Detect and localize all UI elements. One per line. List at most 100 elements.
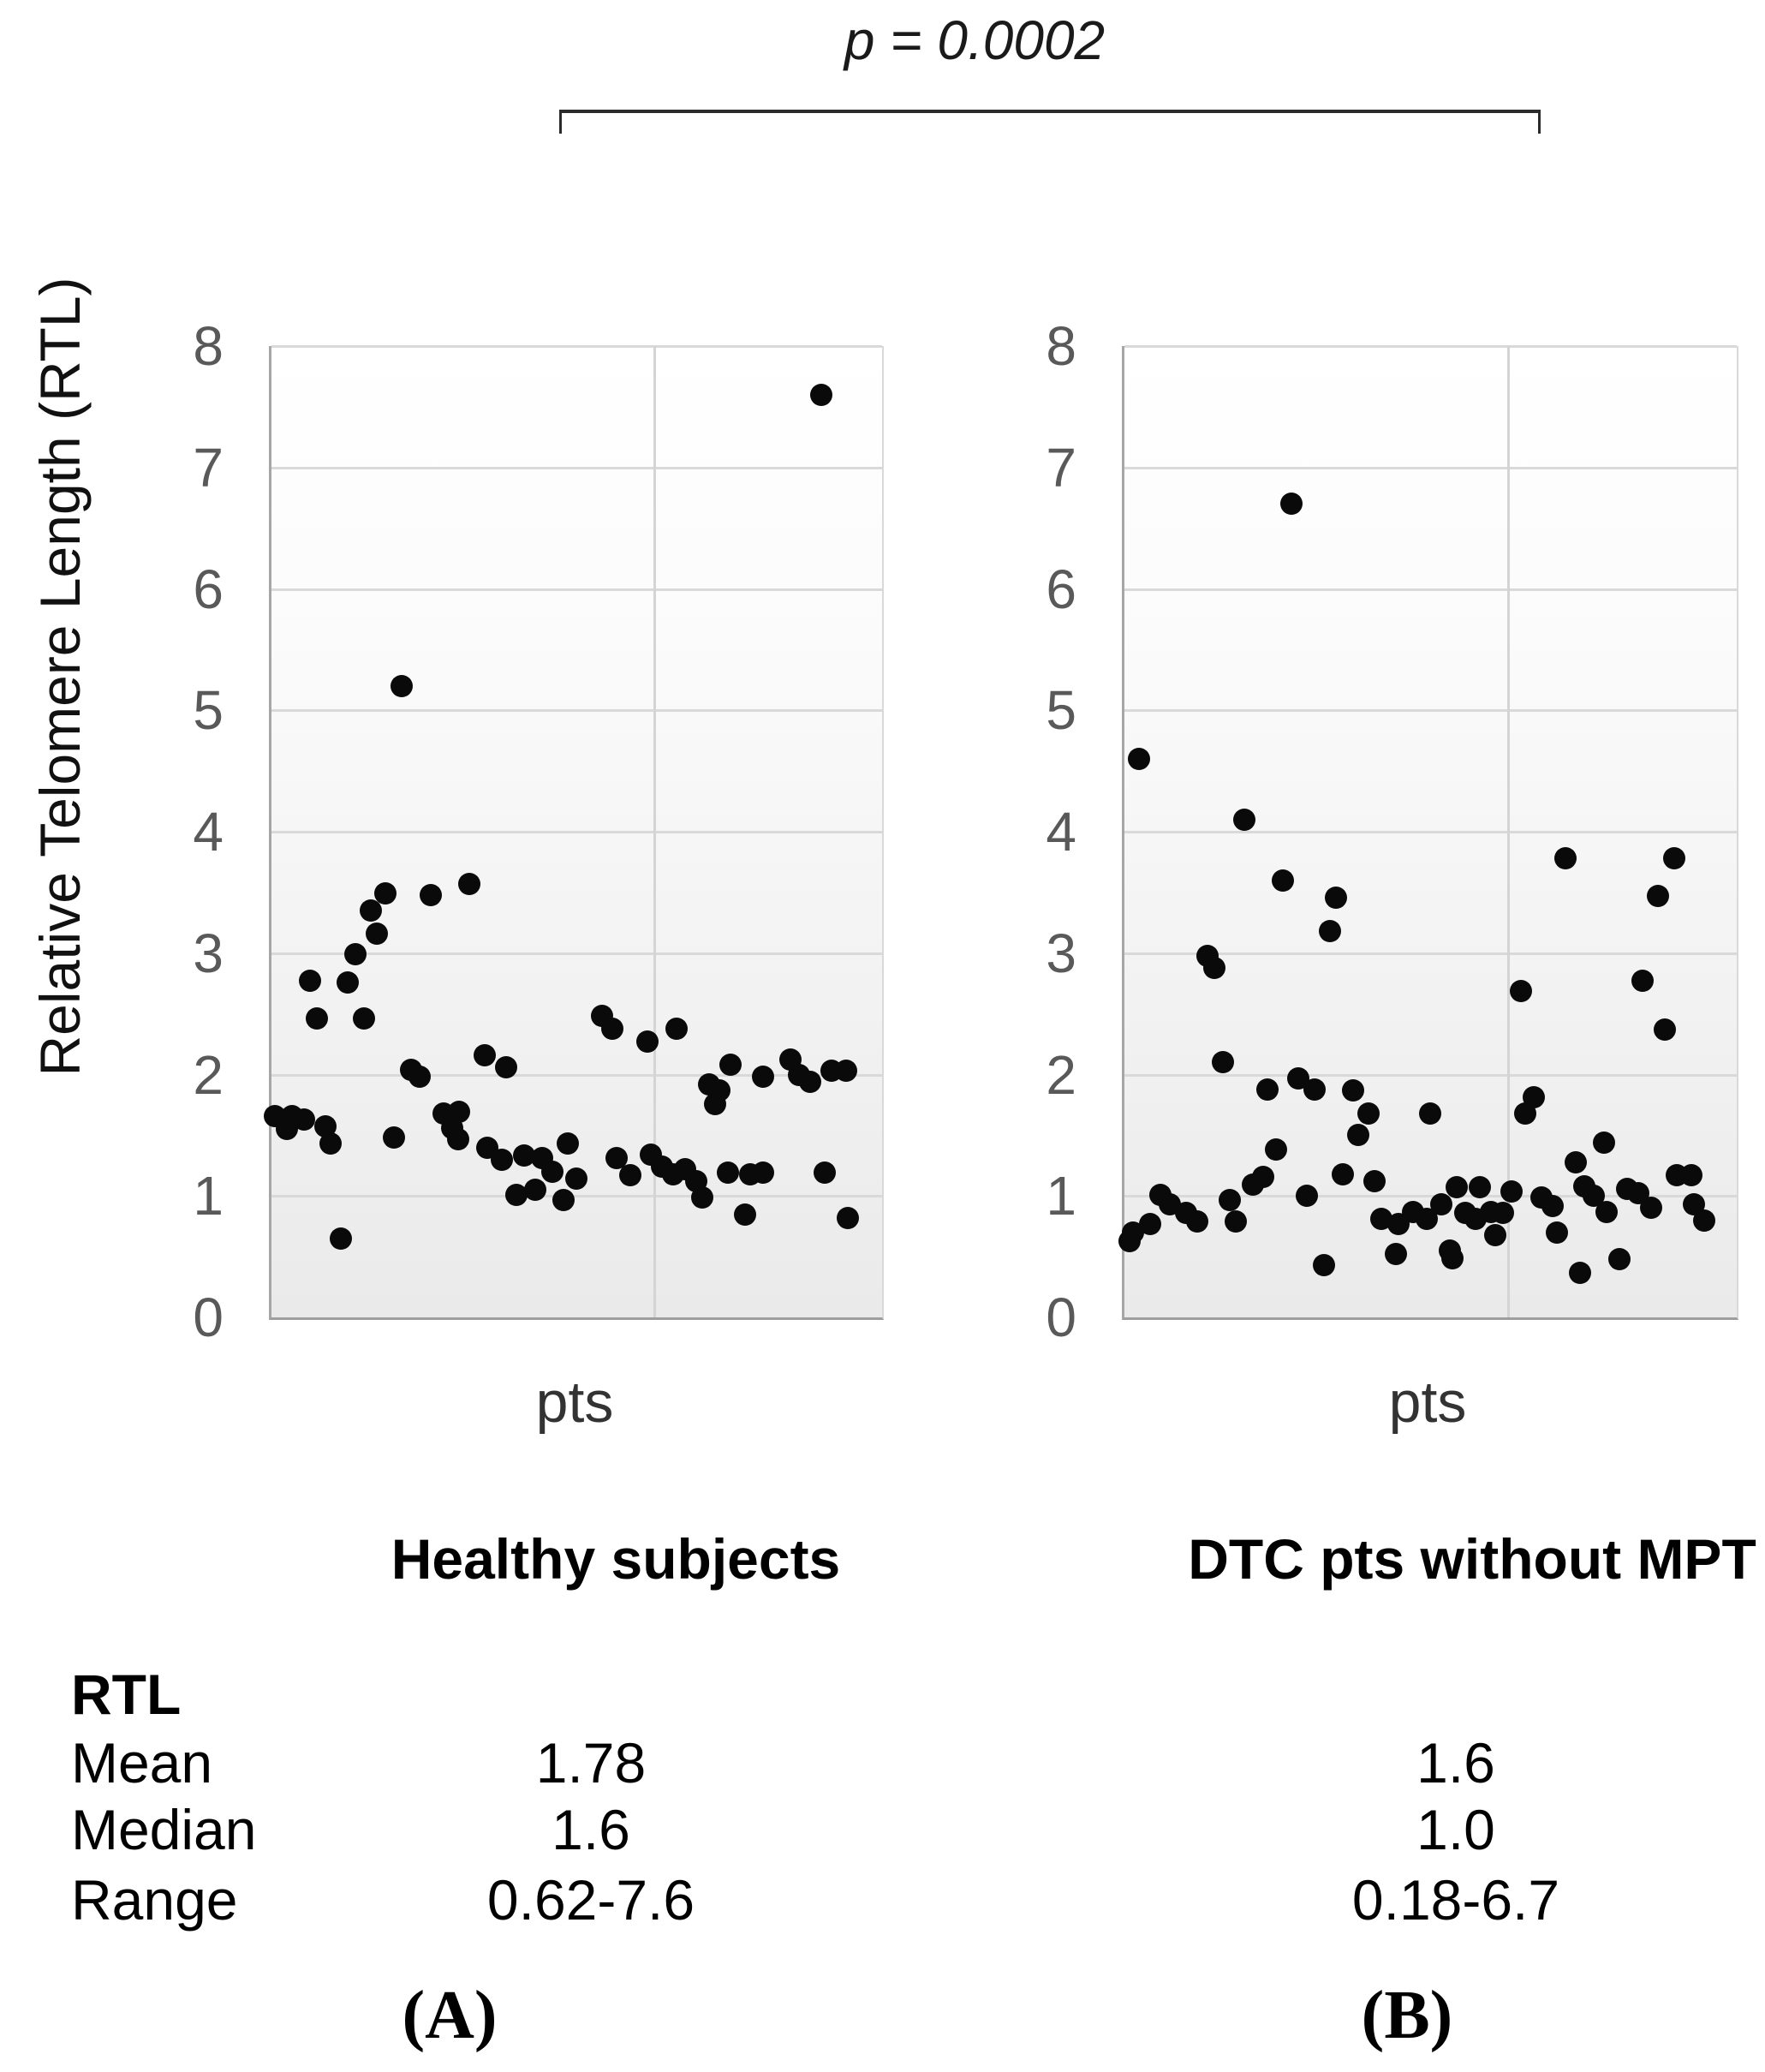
data-point xyxy=(390,674,413,697)
data-point xyxy=(1128,747,1151,770)
stats-row-median-label: Median xyxy=(71,1798,257,1861)
data-point xyxy=(1347,1124,1370,1147)
stats-range-b: 0.18-6.7 xyxy=(1351,1868,1560,1932)
y-tick-label: 4 xyxy=(1046,801,1076,863)
data-point xyxy=(447,1127,470,1150)
v-gridline xyxy=(1506,346,1510,1317)
data-point xyxy=(1324,886,1347,909)
data-point xyxy=(1429,1193,1452,1216)
data-point xyxy=(1680,1164,1703,1187)
data-point xyxy=(552,1188,575,1211)
y-tick-label: 5 xyxy=(1046,679,1076,742)
h-gridline xyxy=(1124,466,1737,469)
data-point xyxy=(1118,1229,1141,1252)
data-point xyxy=(1446,1176,1469,1199)
data-point xyxy=(494,1055,517,1078)
panel-a-plot: 0 1 2 3 4 5 6 7 8 xyxy=(193,315,884,1348)
h-gridline xyxy=(1124,1073,1737,1077)
stats-row-range-label: Range xyxy=(71,1868,238,1932)
data-point xyxy=(751,1066,774,1089)
y-tick-label: 8 xyxy=(193,315,224,377)
h-gridline xyxy=(271,345,882,348)
data-point xyxy=(275,1118,298,1141)
data-point xyxy=(798,1071,821,1093)
data-point xyxy=(1592,1131,1615,1154)
data-point xyxy=(383,1126,406,1149)
data-point xyxy=(1654,1018,1677,1042)
data-point xyxy=(665,1017,688,1040)
panel-a-letter: (A) xyxy=(402,1978,498,2053)
y-tick-label: 4 xyxy=(193,801,224,863)
data-point xyxy=(719,1054,742,1077)
data-point xyxy=(1256,1078,1279,1101)
y-tick-label: 0 xyxy=(193,1287,224,1348)
y-tick-label: 3 xyxy=(1046,922,1076,984)
data-point xyxy=(1225,1210,1248,1233)
data-point xyxy=(1541,1194,1564,1217)
data-point xyxy=(458,872,480,895)
data-point xyxy=(837,1206,860,1229)
stats-range-a: 0.62-7.6 xyxy=(486,1868,695,1932)
h-gridline xyxy=(271,952,882,955)
data-point xyxy=(1693,1209,1716,1232)
data-point xyxy=(408,1066,432,1089)
data-point xyxy=(1233,808,1256,831)
data-point xyxy=(704,1092,727,1115)
data-point xyxy=(1639,1197,1662,1220)
panel-a-x-label: pts xyxy=(535,1370,614,1435)
data-point xyxy=(1265,1138,1288,1161)
data-point xyxy=(1545,1221,1568,1244)
data-point xyxy=(834,1060,857,1083)
data-point xyxy=(343,943,367,966)
data-point xyxy=(337,970,360,994)
h-gridline xyxy=(271,831,882,833)
data-point xyxy=(1186,1210,1209,1233)
data-point xyxy=(1491,1202,1514,1225)
stats-mean-a: 1.78 xyxy=(535,1731,647,1794)
stats-header: RTL xyxy=(71,1663,182,1726)
data-point xyxy=(504,1183,528,1206)
data-point xyxy=(751,1161,774,1185)
data-point xyxy=(1646,885,1669,908)
data-point xyxy=(420,883,443,906)
y-tick-label: 2 xyxy=(1046,1043,1076,1106)
stats-median-a: 1.6 xyxy=(552,1798,630,1861)
data-point xyxy=(1363,1170,1386,1193)
h-gridline xyxy=(271,1195,882,1198)
data-point xyxy=(1313,1254,1336,1277)
y-tick-label: 5 xyxy=(193,679,224,742)
h-gridline xyxy=(271,588,882,591)
y-tick-label: 7 xyxy=(1046,436,1076,499)
data-point xyxy=(1384,1243,1407,1266)
y-tick-label: 6 xyxy=(193,558,224,620)
data-point xyxy=(619,1164,642,1187)
panel-b-title: DTC pts without MPT xyxy=(1188,1527,1756,1591)
data-point xyxy=(1595,1200,1618,1223)
data-point xyxy=(1212,1051,1235,1074)
h-gridline xyxy=(1124,345,1737,348)
data-point xyxy=(564,1167,587,1191)
data-point xyxy=(490,1148,513,1171)
data-point xyxy=(524,1179,547,1202)
data-point xyxy=(1357,1102,1380,1125)
data-point xyxy=(556,1132,579,1155)
h-gridline xyxy=(271,1073,882,1077)
data-point xyxy=(1568,1261,1591,1284)
y-axis-title: Relative Telomere Length (RTL) xyxy=(28,277,92,1077)
data-point xyxy=(1663,847,1686,870)
data-point xyxy=(305,1007,328,1030)
data-point xyxy=(691,1185,714,1209)
data-point xyxy=(734,1203,757,1226)
data-point xyxy=(1607,1247,1631,1270)
data-point xyxy=(374,882,397,905)
stats-row-mean-label: Mean xyxy=(71,1731,213,1794)
data-point xyxy=(1553,847,1577,870)
data-point xyxy=(636,1030,659,1054)
stats-median-b: 1.0 xyxy=(1416,1798,1495,1861)
data-point xyxy=(1218,1188,1241,1211)
panel-b-x-label: pts xyxy=(1388,1370,1467,1435)
data-point xyxy=(1441,1246,1464,1269)
data-point xyxy=(1510,979,1533,1002)
data-point xyxy=(366,923,389,946)
